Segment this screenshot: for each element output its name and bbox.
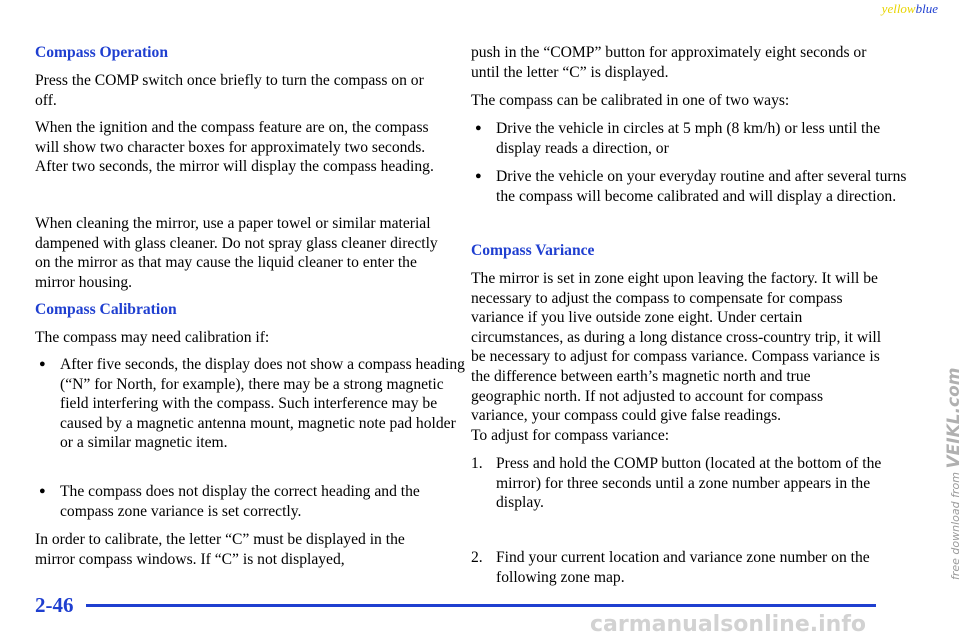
paragraph: The compass can be calibrated in one of … <box>471 91 883 111</box>
text: In order to calibrate, the letter “C” mu… <box>35 531 405 568</box>
text: After five seconds, the display does not… <box>60 356 465 452</box>
text: When cleaning the mirror, use a paper to… <box>35 215 438 291</box>
text: Find your current location and variance … <box>496 549 870 586</box>
paragraph: The compass may need calibration if: <box>35 328 445 348</box>
text: The mirror is set in zone eight upon lea… <box>471 270 882 425</box>
text: Compass Variance <box>471 242 595 259</box>
watermark-prefix: free download from <box>949 472 960 580</box>
bullet-dot: ● <box>39 485 46 497</box>
text: Drive the vehicle on your everyday routi… <box>496 168 907 205</box>
paragraph: When cleaning the mirror, use a paper to… <box>35 214 445 292</box>
paragraph: The mirror is set in zone eight upon lea… <box>471 269 883 426</box>
heading: Compass Calibration <box>35 300 445 320</box>
bullet-dot: ● <box>39 358 46 370</box>
header-blue: blue <box>915 1 938 16</box>
bullet-dot: ● <box>475 170 482 182</box>
paragraph: push in the “COMP” button for approximat… <box>471 43 883 82</box>
paragraph: When the ignition and the compass featur… <box>35 118 445 177</box>
bottom-watermark: carmanualsonline.info <box>590 612 866 637</box>
heading: Compass Operation <box>35 43 445 63</box>
bullet: ● Drive the vehicle on your everyday rout… <box>471 167 908 206</box>
numbered: 1. Press and hold the COMP button (locate… <box>471 454 908 513</box>
text: Press the COMP switch once briefly to tu… <box>35 72 424 109</box>
page-number: 2-46 <box>35 593 74 617</box>
heading: Compass Variance <box>471 241 883 261</box>
paragraph: In order to calibrate, the letter “C” mu… <box>35 530 445 569</box>
list-number: 1. <box>471 455 483 472</box>
bullet: ● After five seconds, the display does no… <box>35 355 470 453</box>
watermark-brand: VEIKL.com <box>944 367 960 469</box>
text: Compass Operation <box>35 44 168 61</box>
footer-rule <box>86 604 876 607</box>
paragraph: Press the COMP switch once briefly to tu… <box>35 71 445 110</box>
bullet-dot: ● <box>475 122 482 134</box>
side-watermark: free download from VEIKL.com <box>944 368 960 581</box>
text: To adjust for compass variance: <box>471 427 670 444</box>
bullet: ● The compass does not display the correc… <box>35 482 470 521</box>
text: The compass can be calibrated in one of … <box>471 92 790 109</box>
numbered: 2. Find your current location and varianc… <box>471 548 908 587</box>
header: yellowblue <box>882 1 938 17</box>
paragraph: To adjust for compass variance: <box>471 426 883 446</box>
text: The compass does not display the correct… <box>60 483 420 520</box>
text: When the ignition and the compass featur… <box>35 119 434 176</box>
text: Press and hold the COMP button (located … <box>496 455 882 512</box>
list-number: 2. <box>471 549 483 566</box>
text: Drive the vehicle in circles at 5 mph (8… <box>496 120 881 157</box>
header-yellow: yellow <box>881 1 916 16</box>
text: push in the “COMP” button for approximat… <box>471 44 867 81</box>
text: Compass Calibration <box>35 301 177 318</box>
bullet: ● Drive the vehicle in circles at 5 mph (… <box>471 119 908 158</box>
text: The compass may need calibration if: <box>35 329 270 346</box>
